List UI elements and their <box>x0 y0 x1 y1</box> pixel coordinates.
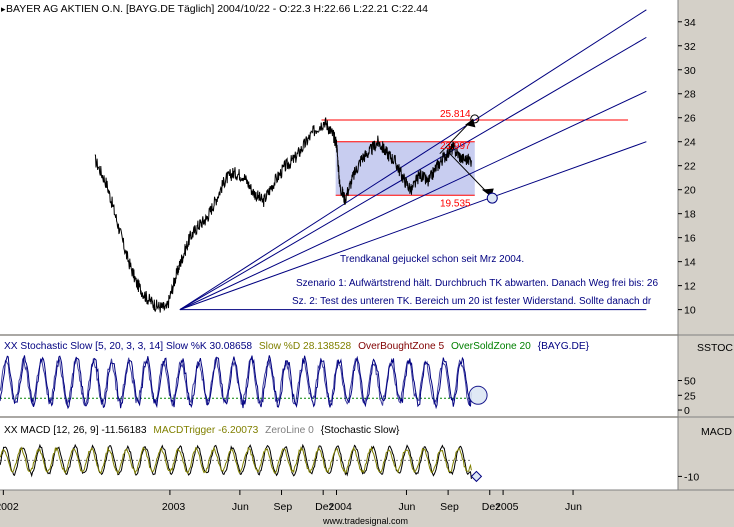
x-tick-label: Sep <box>274 501 293 513</box>
stochastic-title-d: Slow %D 28.138528 <box>259 341 352 352</box>
note-2: Szenario 1: Aufwärtstrend hält. Durchbru… <box>296 278 658 289</box>
stoch-marker <box>468 385 488 405</box>
x-tick-label: Jun <box>232 501 249 513</box>
macd-title-value: XX MACD [12, 26, 9] -11.56183 <box>4 425 147 436</box>
x-tick-label: 2005 <box>495 501 519 513</box>
price-y-tick-label: 16 <box>684 233 696 245</box>
price-y-tick-label: 14 <box>684 257 696 269</box>
stoch-d-line <box>0 356 472 407</box>
price-y-tick-label: 30 <box>684 65 696 77</box>
level-label-high: 25.814 <box>440 109 471 120</box>
macd-title-trigger: MACDTrigger -6.20073 <box>153 425 258 436</box>
price-y-tick-label: 18 <box>684 209 696 221</box>
price-y-tick-label: 22 <box>684 161 696 173</box>
price-y-tick-label: 20 <box>684 185 696 197</box>
price-y-tick-label: 28 <box>684 89 696 101</box>
stochastic-title: XX Stochastic Slow [5, 20, 3, 3, 14] Slo… <box>4 341 590 352</box>
stochastic-panel-label: SSTOC <box>697 342 733 354</box>
macd-title-src: {Stochastic Slow} <box>321 425 400 436</box>
level-label-mid: 23.997 <box>440 141 471 152</box>
x-tick-label: 2003 <box>162 501 186 513</box>
x-tick-label: Jun <box>398 501 415 513</box>
macd-y-tick-label: -10 <box>684 471 699 483</box>
note-1: Trendkanal gejuckel schon seit Mrz 2004. <box>340 254 524 265</box>
price-plot: 25.814 23.997 19.535 <box>94 9 647 313</box>
fan-line <box>179 9 647 311</box>
note-3: Sz. 2: Test des unteren TK. Bereich um 2… <box>292 296 652 307</box>
price-y-tick-label: 12 <box>684 281 696 293</box>
macd-title-zero: ZeroLine 0 <box>265 425 314 436</box>
axes: 10 12 14 16 18 20 22 24 26 28 30 32 34 0 25 50 -10 2002 20… <box>0 17 699 513</box>
price-title-marker: ▸ <box>1 4 6 14</box>
fan-line <box>179 90 647 311</box>
level-label-low: 19.535 <box>440 198 471 209</box>
macd-trigger-line <box>0 445 472 475</box>
stoch-y-tick-label: 25 <box>684 390 696 402</box>
x-tick-label: Dez <box>315 501 334 513</box>
price-y-tick-label: 26 <box>684 113 696 125</box>
target-marker <box>470 114 480 124</box>
stochastic-plot <box>0 355 488 410</box>
stochastic-title-ob: OverBoughtZone 5 <box>358 341 444 352</box>
macd-line <box>0 443 472 479</box>
stochastic-panel-bg <box>0 336 678 416</box>
stoch-y-tick-label: 0 <box>684 405 690 417</box>
macd-plot <box>0 443 483 483</box>
stochastic-title-os: OverSoldZone 20 <box>451 341 531 352</box>
watermark: www.tradesignal.com <box>322 516 408 526</box>
stochastic-title-src: {BAYG.DE} <box>538 341 590 352</box>
x-tick-label: Sep <box>440 501 459 513</box>
price-y-tick-label: 32 <box>684 41 696 53</box>
macd-marker <box>470 470 483 483</box>
price-title: BAYER AG AKTIEN O.N. [BAYG.DE Täglich] 2… <box>6 3 428 15</box>
x-tick-label: 2002 <box>0 501 19 513</box>
target-marker <box>486 192 498 204</box>
macd-title: XX MACD [12, 26, 9] -11.56183 MACDTrigge… <box>4 425 400 436</box>
stoch-y-tick-label: 50 <box>684 376 696 388</box>
price-y-tick-label: 34 <box>684 17 696 29</box>
x-tick-label: 2004 <box>329 501 353 513</box>
price-y-tick-label: 10 <box>684 305 696 317</box>
fan-line <box>179 36 647 311</box>
x-tick-label: Jun <box>565 501 582 513</box>
fan-line <box>179 141 647 311</box>
stochastic-title-k: XX Stochastic Slow [5, 20, 3, 3, 14] Slo… <box>4 341 252 352</box>
x-tick-label: Dez <box>482 501 501 513</box>
macd-panel-label: MACD <box>701 426 732 438</box>
price-series-line <box>94 117 472 313</box>
price-y-tick-label: 24 <box>684 137 696 149</box>
scenario-1-arrowhead <box>465 118 476 128</box>
